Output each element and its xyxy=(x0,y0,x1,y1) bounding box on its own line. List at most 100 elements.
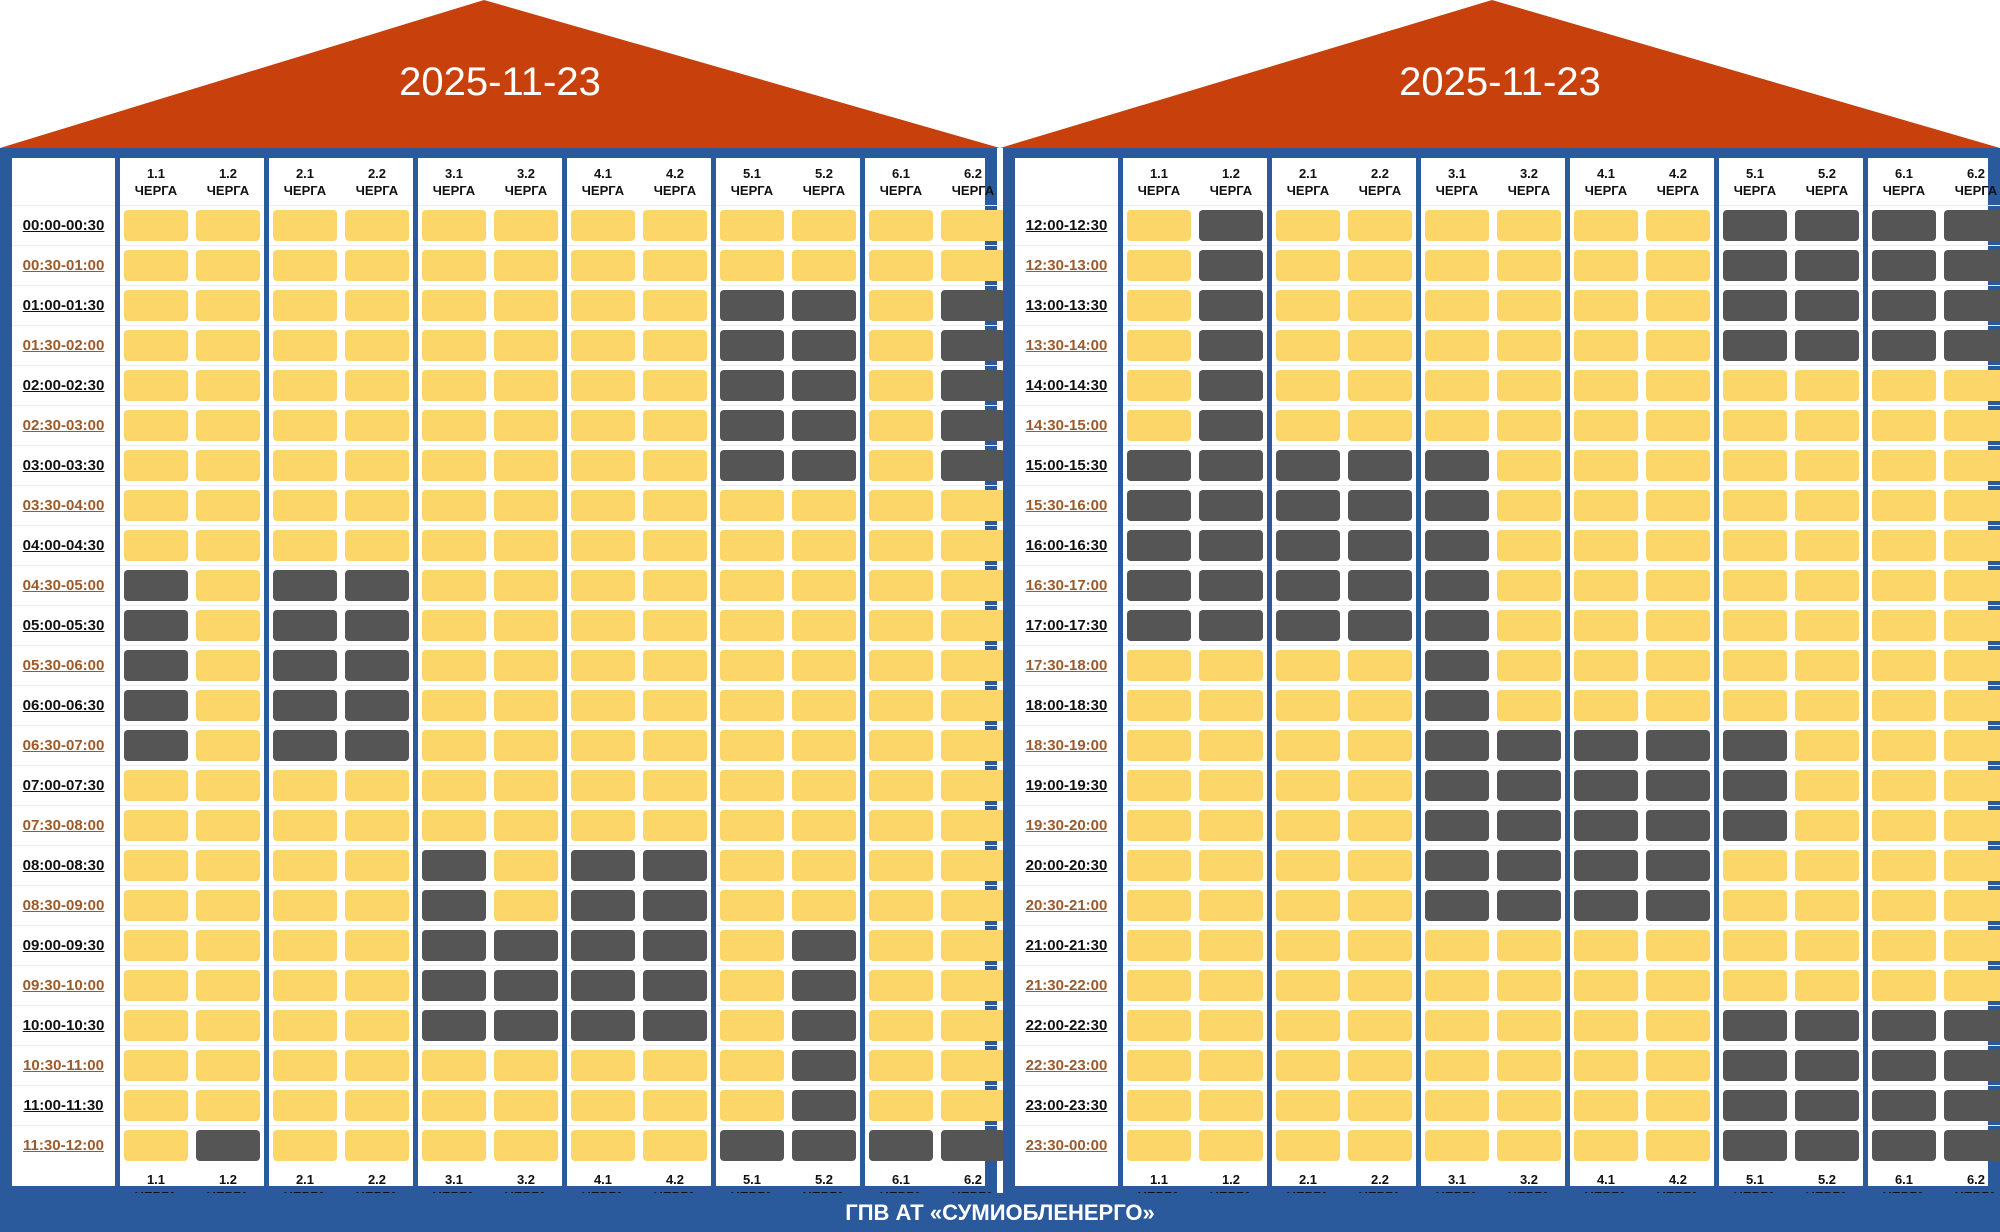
queue-number: 1.2 xyxy=(218,165,238,181)
power-on-block xyxy=(1872,490,1936,521)
power-on-block xyxy=(196,850,260,881)
power-on-block xyxy=(1127,210,1191,241)
schedule-cell xyxy=(1791,605,1866,646)
schedule-cell xyxy=(490,1085,565,1126)
schedule-cell xyxy=(115,685,192,726)
schedule-cell xyxy=(1642,1005,1717,1046)
power-on-block xyxy=(571,1050,635,1081)
power-on-block xyxy=(1276,410,1340,441)
schedule-cell xyxy=(1863,1125,1940,1165)
schedule-cell xyxy=(562,205,639,246)
power-off-block xyxy=(1127,490,1191,521)
power-on-block xyxy=(422,810,486,841)
schedule-row: 15:30-16:00 xyxy=(1015,485,2000,526)
power-on-block xyxy=(273,210,337,241)
schedule-cell xyxy=(562,645,639,686)
time-slot-label: 01:30-02:00 xyxy=(12,325,118,366)
schedule-cell xyxy=(413,685,490,726)
power-on-block xyxy=(1425,210,1489,241)
power-on-block xyxy=(1795,690,1859,721)
power-on-block xyxy=(494,650,558,681)
power-on-block xyxy=(273,770,337,801)
schedule-cell xyxy=(413,925,490,966)
schedule-cell xyxy=(1791,805,1866,846)
time-slot-label: 12:30-13:00 xyxy=(1015,245,1121,286)
power-on-block xyxy=(196,770,260,801)
power-on-block xyxy=(1944,610,2000,641)
power-on-block xyxy=(1723,530,1787,561)
schedule-cell xyxy=(1863,645,1940,686)
time-slot-label: 13:00-13:30 xyxy=(1015,285,1121,326)
power-off-block xyxy=(1199,450,1263,481)
power-on-block xyxy=(1127,1010,1191,1041)
time-slot-label: 01:00-01:30 xyxy=(12,285,118,326)
schedule-cell xyxy=(490,525,565,566)
schedule-cell xyxy=(1493,845,1568,886)
power-on-block xyxy=(494,290,558,321)
power-on-block xyxy=(869,770,933,801)
power-off-block xyxy=(1795,1010,1859,1041)
schedule-cell xyxy=(1565,645,1642,686)
schedule-cell xyxy=(490,1125,565,1165)
schedule-cell xyxy=(937,1125,1009,1165)
power-on-block xyxy=(422,250,486,281)
power-on-block xyxy=(643,610,707,641)
power-off-block xyxy=(792,1090,856,1121)
schedule-cell xyxy=(639,1005,714,1046)
schedule-cell xyxy=(1118,1125,1195,1165)
schedule-cell xyxy=(1565,685,1642,726)
power-on-block xyxy=(1646,930,1710,961)
power-on-block xyxy=(124,410,188,441)
power-off-block xyxy=(571,850,635,881)
power-on-block xyxy=(1497,970,1561,1001)
power-on-block xyxy=(1723,690,1787,721)
schedule-cell xyxy=(1416,245,1493,286)
power-on-block xyxy=(1723,650,1787,681)
power-on-block xyxy=(643,410,707,441)
schedule-cell xyxy=(192,605,267,646)
queue-number: 4.1 xyxy=(1596,165,1616,181)
queue-number: 2.1 xyxy=(1298,165,1318,181)
schedule-cell xyxy=(1416,605,1493,646)
schedule-row: 00:30-01:00 xyxy=(12,245,1009,286)
power-off-block xyxy=(1127,530,1191,561)
schedule-panel-left-inner: 1.1 ЧЕРГА 1.2 ЧЕРГА 2.1 ЧЕРГА 2.2 ЧЕРГА 3.1 ЧЕРГА… xyxy=(12,158,1009,1210)
schedule-row: 14:00-14:30 xyxy=(1015,365,2000,406)
power-on-block xyxy=(1348,770,1412,801)
schedule-cell xyxy=(1416,1005,1493,1046)
power-on-block xyxy=(124,490,188,521)
power-on-block xyxy=(1872,570,1936,601)
schedule-cell xyxy=(115,1005,192,1046)
power-on-block xyxy=(422,570,486,601)
power-off-block xyxy=(273,570,337,601)
power-on-block xyxy=(1646,610,1710,641)
power-on-block xyxy=(1944,650,2000,681)
schedule-cell xyxy=(1118,765,1195,806)
power-on-block xyxy=(273,530,337,561)
schedule-cell xyxy=(711,925,788,966)
schedule-cell xyxy=(1642,765,1717,806)
power-on-block xyxy=(345,250,409,281)
schedule-cell xyxy=(711,1005,788,1046)
schedule-cell xyxy=(1267,885,1344,926)
schedule-cell xyxy=(490,845,565,886)
power-on-block xyxy=(720,850,784,881)
power-on-block xyxy=(345,290,409,321)
power-on-block xyxy=(643,490,707,521)
schedule-cell xyxy=(639,605,714,646)
schedule-cell xyxy=(1493,605,1568,646)
power-on-block xyxy=(494,1090,558,1121)
schedule-cell xyxy=(1344,285,1419,326)
queue-number: 4.2 xyxy=(665,1171,685,1187)
power-on-block xyxy=(1276,1090,1340,1121)
schedule-cell xyxy=(1940,325,2000,366)
schedule-cell xyxy=(1714,445,1791,486)
power-on-block xyxy=(422,490,486,521)
schedule-cell xyxy=(1863,445,1940,486)
schedule-cell xyxy=(1940,605,2000,646)
header-corner xyxy=(1015,158,1121,206)
power-on-block xyxy=(643,290,707,321)
power-on-block xyxy=(345,1130,409,1161)
